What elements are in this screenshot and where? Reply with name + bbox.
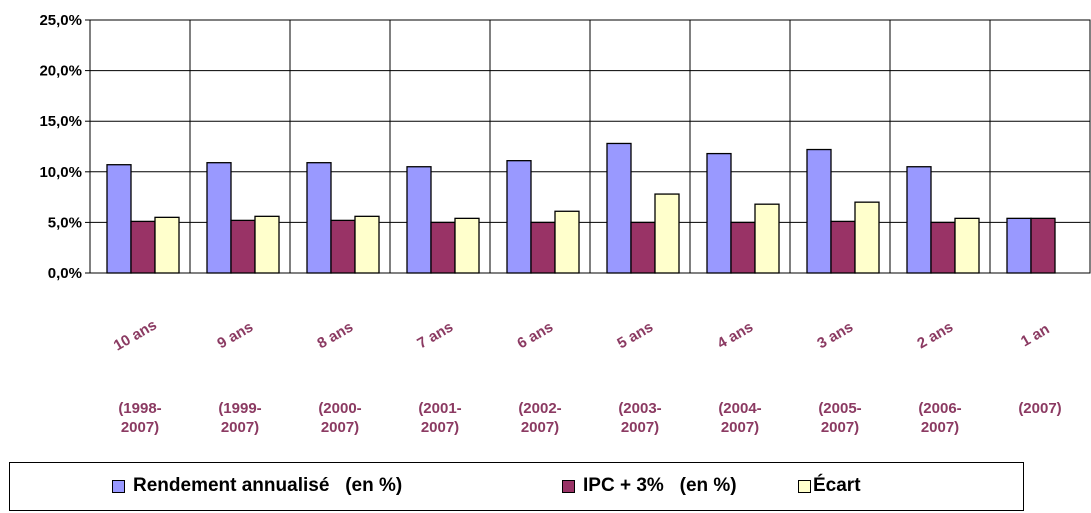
x-period-line: 2007) bbox=[921, 419, 959, 436]
bar bbox=[730, 221, 756, 274]
x-period-label: (2002- 2007) bbox=[518, 400, 561, 436]
x-category-label: 3 ans bbox=[814, 318, 856, 352]
legend-item-ecart: Écart bbox=[798, 475, 861, 497]
x-category-label: 5 ans bbox=[614, 318, 656, 352]
legend-item-rendement: Rendement annualisé (en %) bbox=[112, 475, 402, 497]
bar bbox=[106, 164, 132, 274]
bar bbox=[630, 221, 656, 274]
bar bbox=[230, 219, 256, 274]
x-period-line: (2005- bbox=[818, 400, 861, 417]
x-period-label: (2005- 2007) bbox=[818, 400, 861, 436]
y-tick-label: 0,0% bbox=[48, 265, 82, 282]
bar bbox=[654, 193, 680, 274]
x-period-line: (2007) bbox=[1018, 400, 1061, 417]
x-axis-labels: 10 ans (1998- 2007) 9 ans (1999- 2007) 8 ans (2… bbox=[111, 316, 1062, 436]
y-tick-label: 5,0% bbox=[48, 214, 82, 231]
y-tick-label: 25,0% bbox=[39, 12, 82, 29]
bar bbox=[530, 221, 556, 274]
x-period-line: (2003- bbox=[618, 400, 661, 417]
y-tick-label: 10,0% bbox=[39, 164, 82, 181]
bar bbox=[706, 152, 732, 274]
bar bbox=[454, 217, 480, 274]
legend-swatch-ecart bbox=[798, 479, 811, 493]
bar bbox=[354, 215, 380, 274]
bar bbox=[954, 217, 980, 274]
legend-swatch-ipc bbox=[562, 479, 575, 493]
legend-swatch-rendement bbox=[112, 479, 125, 493]
x-period-line: 2007) bbox=[721, 419, 759, 436]
bar bbox=[254, 215, 280, 274]
x-category-label: 10 ans bbox=[111, 316, 160, 354]
x-period-line: 2007) bbox=[821, 419, 859, 436]
chart: 0,0% 5,0% 10,0% 15,0% 20,0% 25,0% 10 ans (1998… bbox=[39, 12, 1091, 436]
x-period-line: 2007) bbox=[621, 419, 659, 436]
bar bbox=[906, 166, 932, 274]
x-period-line: (2004- bbox=[718, 400, 761, 417]
x-category-label: 2 ans bbox=[914, 318, 956, 352]
legend: Rendement annualisé (en %) IPC + 3% (en … bbox=[9, 462, 1024, 511]
x-category-label: 7 ans bbox=[414, 318, 456, 352]
x-period-label: (2003- 2007) bbox=[618, 400, 661, 436]
bar bbox=[806, 148, 832, 274]
x-period-label: (2001- 2007) bbox=[418, 400, 461, 436]
legend-label-rendement: Rendement annualisé (en %) bbox=[133, 475, 403, 496]
bar bbox=[130, 220, 156, 274]
x-period-line: (1999- bbox=[218, 400, 261, 417]
x-period-label: (1998- 2007) bbox=[118, 400, 161, 436]
x-period-line: 2007) bbox=[321, 419, 359, 436]
x-period-line: (1998- bbox=[118, 400, 161, 417]
x-period-line: (2002- bbox=[518, 400, 561, 417]
x-period-line: 2007) bbox=[521, 419, 559, 436]
bar bbox=[854, 201, 880, 274]
y-tick-label: 15,0% bbox=[39, 113, 82, 130]
bar bbox=[830, 220, 856, 274]
x-period-label: (2004- 2007) bbox=[718, 400, 761, 436]
legend-label-ecart: Écart bbox=[813, 475, 861, 496]
bar bbox=[154, 216, 180, 274]
x-category-label: 1 an bbox=[1018, 321, 1052, 351]
bar bbox=[306, 162, 332, 274]
legend-label-ipc: IPC + 3% (en %) bbox=[583, 475, 737, 496]
x-period-line: (2001- bbox=[418, 400, 461, 417]
x-period-line: 2007) bbox=[121, 419, 159, 436]
bar bbox=[1030, 217, 1056, 274]
x-period-line: 2007) bbox=[421, 419, 459, 436]
y-axis: 0,0% 5,0% 10,0% 15,0% 20,0% 25,0% bbox=[39, 12, 82, 282]
bar bbox=[206, 162, 232, 274]
bar bbox=[930, 221, 956, 274]
x-period-label: (2006- 2007) bbox=[918, 400, 961, 436]
x-category-label: 6 ans bbox=[514, 318, 556, 352]
x-period-line: (2000- bbox=[318, 400, 361, 417]
x-category-label: 9 ans bbox=[214, 318, 256, 352]
bar bbox=[430, 221, 456, 274]
bar bbox=[1006, 217, 1032, 274]
bar bbox=[506, 160, 532, 274]
x-period-line: (2006- bbox=[918, 400, 961, 417]
x-period-line: 2007) bbox=[221, 419, 259, 436]
x-category-label: 8 ans bbox=[314, 318, 356, 352]
bar bbox=[554, 210, 580, 274]
x-period-label: (2000- 2007) bbox=[318, 400, 361, 436]
bar bbox=[754, 203, 780, 274]
x-category-label: 4 ans bbox=[714, 318, 756, 352]
bar bbox=[406, 166, 432, 274]
y-tick-label: 20,0% bbox=[39, 63, 82, 80]
bar bbox=[606, 142, 632, 274]
x-period-label: (1999- 2007) bbox=[218, 400, 261, 436]
bar bbox=[330, 219, 356, 274]
bars bbox=[106, 142, 1056, 274]
legend-item-ipc: IPC + 3% (en %) bbox=[562, 475, 737, 497]
x-period-label: (2007) bbox=[1018, 400, 1061, 417]
